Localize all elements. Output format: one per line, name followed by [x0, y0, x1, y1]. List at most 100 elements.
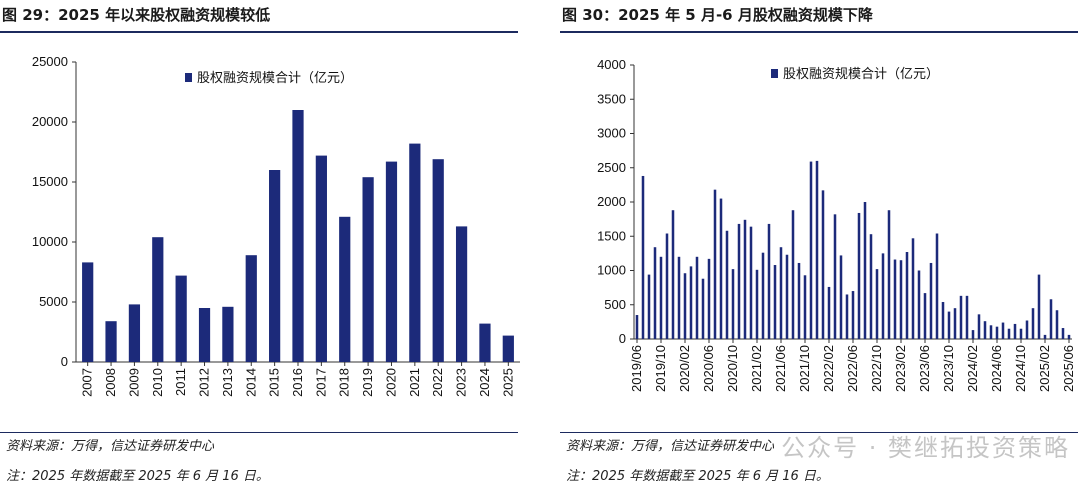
legend-label: 股权融资规模合计（亿元） — [197, 70, 353, 85]
x-tick-label: 2019/06 — [629, 345, 644, 392]
bar — [641, 175, 645, 339]
y-tick-label: 1500 — [597, 228, 626, 243]
bar — [905, 252, 909, 339]
bar — [923, 293, 927, 339]
chart-panel-left: 图 29：2025 年以来股权融资规模较低 0 5000 10000 15000 200… — [0, 0, 520, 485]
bar — [292, 110, 304, 362]
bar — [989, 325, 993, 339]
bar — [222, 306, 234, 362]
bar — [152, 237, 164, 362]
y-tick-label: 0 — [61, 354, 68, 369]
x-tick-label: 2023/10 — [941, 345, 956, 392]
bar — [761, 252, 765, 339]
x-tick-label: 2021 — [407, 368, 422, 397]
title-rule — [560, 31, 1078, 33]
x-tick-label: 2024/02 — [965, 345, 980, 392]
x-tick-label: 2021/06 — [773, 345, 788, 392]
x-tick-label: 2020/06 — [701, 345, 716, 392]
x-tick-label: 2009 — [126, 368, 141, 397]
y-tick-label: 3000 — [597, 126, 626, 141]
bar — [455, 226, 468, 362]
x-tick-label: 2020/02 — [677, 345, 692, 392]
bar — [935, 233, 939, 339]
x-tick-label: 2025/02 — [1037, 345, 1052, 392]
bar — [983, 321, 987, 339]
x-tick-label: 2022 — [430, 368, 445, 397]
x-tick-label: 2024/10 — [1013, 345, 1028, 392]
bar — [881, 253, 885, 339]
y-tick-label: 15000 — [32, 174, 68, 189]
bar — [105, 321, 117, 362]
bar — [815, 160, 819, 339]
bar — [731, 269, 735, 339]
bar — [385, 161, 398, 362]
x-tick-label: 2016 — [290, 368, 305, 397]
bar — [1043, 334, 1047, 339]
bar — [1055, 310, 1059, 339]
date-note: 注：2025 年数据截至 2025 年 6 月 16 日。 — [566, 469, 829, 484]
y-tick-label: 2000 — [597, 194, 626, 209]
bar — [773, 265, 777, 339]
bar — [1049, 299, 1053, 339]
bar — [1061, 328, 1065, 339]
x-tick-label: 2011 — [173, 368, 188, 396]
legend-swatch — [185, 73, 192, 82]
bar — [959, 295, 963, 339]
x-tick-label: 2019 — [360, 368, 375, 397]
y-tick-label: 0 — [619, 331, 626, 346]
footer-rule — [560, 432, 1078, 433]
bar — [995, 326, 999, 339]
chart-panel-right: 图 30：2025 年 5 月-6 月股权融资规模下降 0 500 1000 1500… — [560, 0, 1080, 485]
bar — [695, 256, 699, 339]
bar — [857, 212, 861, 339]
x-tick-label: 2008 — [103, 368, 118, 397]
bar — [875, 269, 879, 339]
y-tick-label: 2500 — [597, 160, 626, 175]
bar — [1037, 274, 1041, 339]
x-tick-label: 2020/10 — [725, 345, 740, 392]
x-tick-label: 2018 — [337, 368, 352, 397]
bar — [1007, 328, 1011, 339]
bar — [755, 269, 759, 339]
source-note: 资料来源：万得，信达证券研发中心 — [566, 439, 775, 454]
bar — [767, 223, 771, 339]
source-note: 资料来源：万得，信达证券研发中心 — [6, 439, 215, 454]
bar — [339, 216, 351, 362]
x-tick-label: 2012 — [197, 368, 212, 397]
bar — [851, 291, 855, 339]
bar — [839, 255, 843, 339]
title-rule — [0, 31, 518, 33]
bar — [432, 159, 444, 362]
bar — [971, 330, 975, 339]
x-tick-label: 2017 — [313, 368, 328, 397]
x-tick-label: 2022/02 — [821, 345, 836, 392]
bar — [941, 302, 945, 339]
x-tick-label: 2014 — [243, 368, 258, 397]
bar — [502, 335, 514, 362]
y-tick-label: 5000 — [39, 294, 68, 309]
x-tick-label: 2023/06 — [917, 345, 932, 392]
watermark-text: 公众号 · 樊继拓投资策略 — [781, 434, 1070, 462]
y-tick-label: 1000 — [597, 263, 626, 278]
bar — [198, 308, 211, 362]
date-note: 注：2025 年数据截至 2025 年 6 月 16 日。 — [6, 469, 269, 484]
bar — [175, 275, 187, 362]
bar — [1031, 308, 1035, 339]
y-tick-label: 20000 — [32, 114, 68, 129]
bar — [863, 202, 867, 339]
bar — [647, 274, 651, 339]
bar — [911, 238, 915, 339]
x-tick-label: 2024 — [477, 368, 492, 397]
bar — [797, 262, 801, 339]
x-tick-label: 2020 — [383, 368, 398, 397]
chart-title: 图 29：2025 年以来股权融资规模较低 — [2, 6, 271, 24]
bar — [779, 247, 783, 339]
bar — [899, 260, 903, 339]
bar — [683, 273, 687, 339]
bar — [917, 270, 921, 339]
bar — [965, 295, 969, 339]
bar — [635, 315, 639, 339]
bar — [845, 294, 849, 339]
bar — [977, 314, 981, 339]
bar — [947, 311, 951, 339]
